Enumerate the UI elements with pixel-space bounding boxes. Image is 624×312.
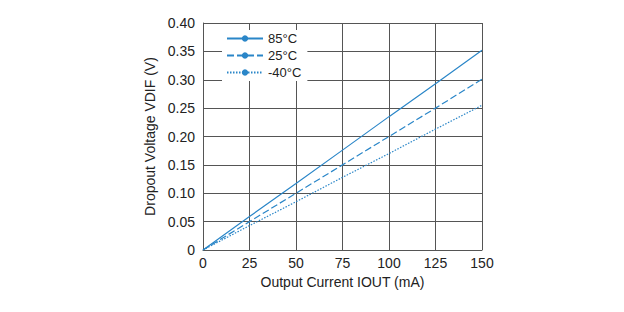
svg-text:-40°C: -40°C [268, 65, 301, 80]
svg-text:0.35: 0.35 [168, 43, 195, 59]
svg-text:75: 75 [335, 255, 351, 271]
svg-text:150: 150 [470, 255, 494, 271]
svg-text:0.10: 0.10 [168, 185, 195, 201]
svg-text:0: 0 [199, 255, 207, 271]
svg-text:0.25: 0.25 [168, 100, 195, 116]
svg-text:0.15: 0.15 [168, 157, 195, 173]
svg-text:25°C: 25°C [268, 48, 297, 63]
svg-text:0.30: 0.30 [168, 72, 195, 88]
svg-text:0.40: 0.40 [168, 15, 195, 31]
svg-text:0.20: 0.20 [168, 129, 195, 145]
svg-text:0: 0 [187, 242, 195, 258]
svg-text:Dropout Voltage VDIF (V): Dropout Voltage VDIF (V) [142, 57, 158, 216]
svg-text:25: 25 [242, 255, 258, 271]
svg-text:Output Current IOUT (mA): Output Current IOUT (mA) [261, 274, 425, 290]
svg-text:125: 125 [424, 255, 448, 271]
svg-text:85°C: 85°C [268, 31, 297, 46]
svg-text:100: 100 [377, 255, 401, 271]
svg-text:0.05: 0.05 [168, 214, 195, 230]
svg-text:50: 50 [288, 255, 304, 271]
